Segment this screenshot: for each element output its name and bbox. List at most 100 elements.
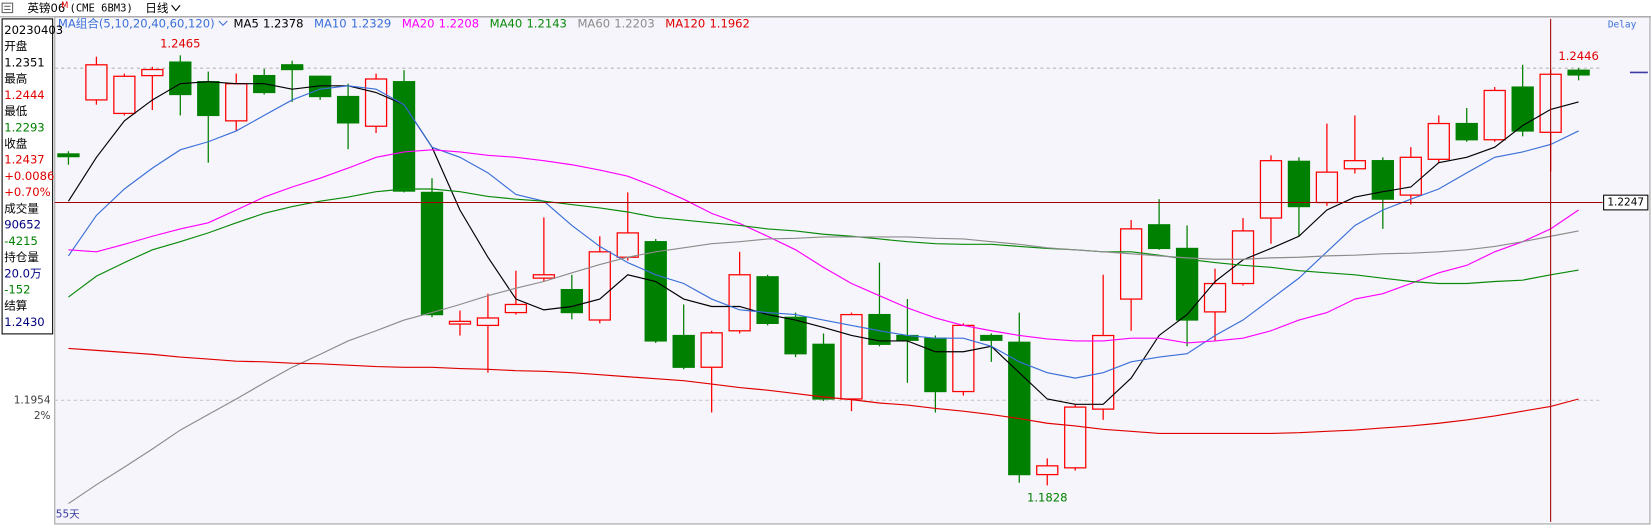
candle-body bbox=[1175, 247, 1199, 321]
plot-area bbox=[54, 16, 1651, 525]
candle bbox=[1483, 87, 1506, 142]
candle bbox=[420, 178, 444, 318]
info-text: 90652 bbox=[4, 218, 41, 232]
candle-body bbox=[1259, 160, 1283, 219]
legend-value: 1.2203 bbox=[614, 17, 654, 31]
candle bbox=[336, 83, 360, 150]
info-text: +0.70% bbox=[4, 185, 50, 199]
candle-body bbox=[1287, 160, 1311, 208]
candle-body bbox=[952, 324, 975, 393]
menu-icon[interactable] bbox=[1, 2, 14, 14]
candle-body bbox=[812, 343, 835, 400]
candle bbox=[281, 60, 304, 102]
info-text: -152 bbox=[4, 283, 30, 297]
info-panel bbox=[1, 18, 54, 335]
candle bbox=[868, 262, 891, 347]
instrument-suffix: M bbox=[61, 0, 68, 10]
candle-body bbox=[1399, 156, 1422, 196]
y-tick-label: 1.1954 bbox=[14, 394, 51, 406]
candle bbox=[448, 310, 472, 336]
candle bbox=[700, 330, 723, 413]
candle-body bbox=[1455, 122, 1478, 141]
candle-body bbox=[644, 241, 667, 342]
candle-body bbox=[85, 64, 108, 101]
candle bbox=[1511, 64, 1534, 137]
legend-value: 1.2378 bbox=[263, 17, 303, 31]
candle bbox=[1147, 199, 1171, 250]
candle-body bbox=[1008, 341, 1031, 476]
period-selector[interactable]: 日线 bbox=[145, 1, 169, 15]
candle-body bbox=[336, 95, 360, 124]
candle bbox=[85, 56, 108, 105]
legend-name: MA10 bbox=[314, 17, 347, 31]
candle-body bbox=[225, 83, 248, 122]
candle bbox=[392, 70, 416, 193]
crosshair-price-box bbox=[1603, 194, 1649, 211]
candle bbox=[1259, 155, 1283, 244]
candle-body bbox=[1064, 406, 1087, 469]
candle-body bbox=[1203, 282, 1227, 313]
candle-body bbox=[1483, 89, 1506, 141]
info-text: -4215 bbox=[4, 234, 38, 248]
candle bbox=[364, 73, 388, 133]
candle bbox=[1343, 115, 1367, 174]
candle bbox=[644, 238, 667, 343]
bar-count-label: 55天 bbox=[56, 509, 80, 521]
candle-body bbox=[560, 288, 583, 314]
legend-name: MA40 bbox=[490, 17, 523, 31]
candle bbox=[1175, 225, 1199, 347]
candle bbox=[1231, 218, 1255, 286]
candle bbox=[1036, 458, 1059, 486]
candle bbox=[756, 274, 779, 326]
ma-line bbox=[68, 188, 1579, 298]
candle-body bbox=[113, 75, 136, 115]
candle-body bbox=[476, 317, 500, 327]
candle-body bbox=[588, 251, 611, 321]
candle bbox=[1203, 268, 1227, 341]
candle-body bbox=[1147, 224, 1171, 250]
ma-line bbox=[68, 230, 1579, 505]
candle bbox=[1064, 404, 1087, 471]
info-text: 1.2430 bbox=[4, 315, 44, 329]
candle bbox=[1455, 108, 1478, 142]
info-text: 20.0万 bbox=[4, 266, 41, 280]
crosshair-price: 1.2247 bbox=[1607, 197, 1644, 209]
candle bbox=[113, 73, 136, 116]
candle bbox=[1371, 157, 1394, 229]
candle-body bbox=[1119, 228, 1143, 300]
info-text: 持仓量 bbox=[4, 250, 39, 264]
candle bbox=[588, 236, 611, 324]
info-text: 收盘 bbox=[4, 137, 28, 151]
candle bbox=[1119, 220, 1143, 331]
candle-body bbox=[672, 334, 695, 368]
candle bbox=[728, 251, 751, 334]
candle bbox=[784, 312, 807, 358]
ma-line bbox=[67, 81, 1579, 405]
candle-body bbox=[392, 81, 416, 192]
candle-body bbox=[364, 78, 388, 127]
candle-body bbox=[840, 313, 863, 400]
legend-name: MA120 bbox=[665, 17, 705, 31]
candle-body bbox=[197, 81, 220, 117]
candle-body bbox=[1036, 465, 1059, 476]
candle bbox=[57, 151, 80, 165]
info-text: 最高 bbox=[4, 72, 27, 86]
info-text: 1.2437 bbox=[4, 153, 44, 167]
candle-body bbox=[141, 68, 164, 77]
candle-body bbox=[1567, 69, 1590, 76]
legend-value: 1.2143 bbox=[526, 17, 566, 31]
candle-body bbox=[728, 274, 751, 332]
pct-label: 2% bbox=[34, 410, 51, 422]
info-text: 1.2351 bbox=[4, 55, 44, 69]
ma-group-arrow[interactable] bbox=[218, 20, 228, 26]
info-text: 开盘 bbox=[4, 39, 28, 53]
candle-body bbox=[980, 334, 1003, 341]
candle bbox=[1315, 123, 1339, 206]
ma-group-title[interactable]: MA组合(5,10,20,40,60,120) bbox=[58, 17, 215, 31]
candle-body bbox=[1511, 86, 1534, 132]
period-dropdown-arrow[interactable] bbox=[171, 4, 181, 12]
candle-body bbox=[57, 153, 80, 158]
candle bbox=[1567, 68, 1590, 81]
candle-body bbox=[784, 316, 807, 355]
